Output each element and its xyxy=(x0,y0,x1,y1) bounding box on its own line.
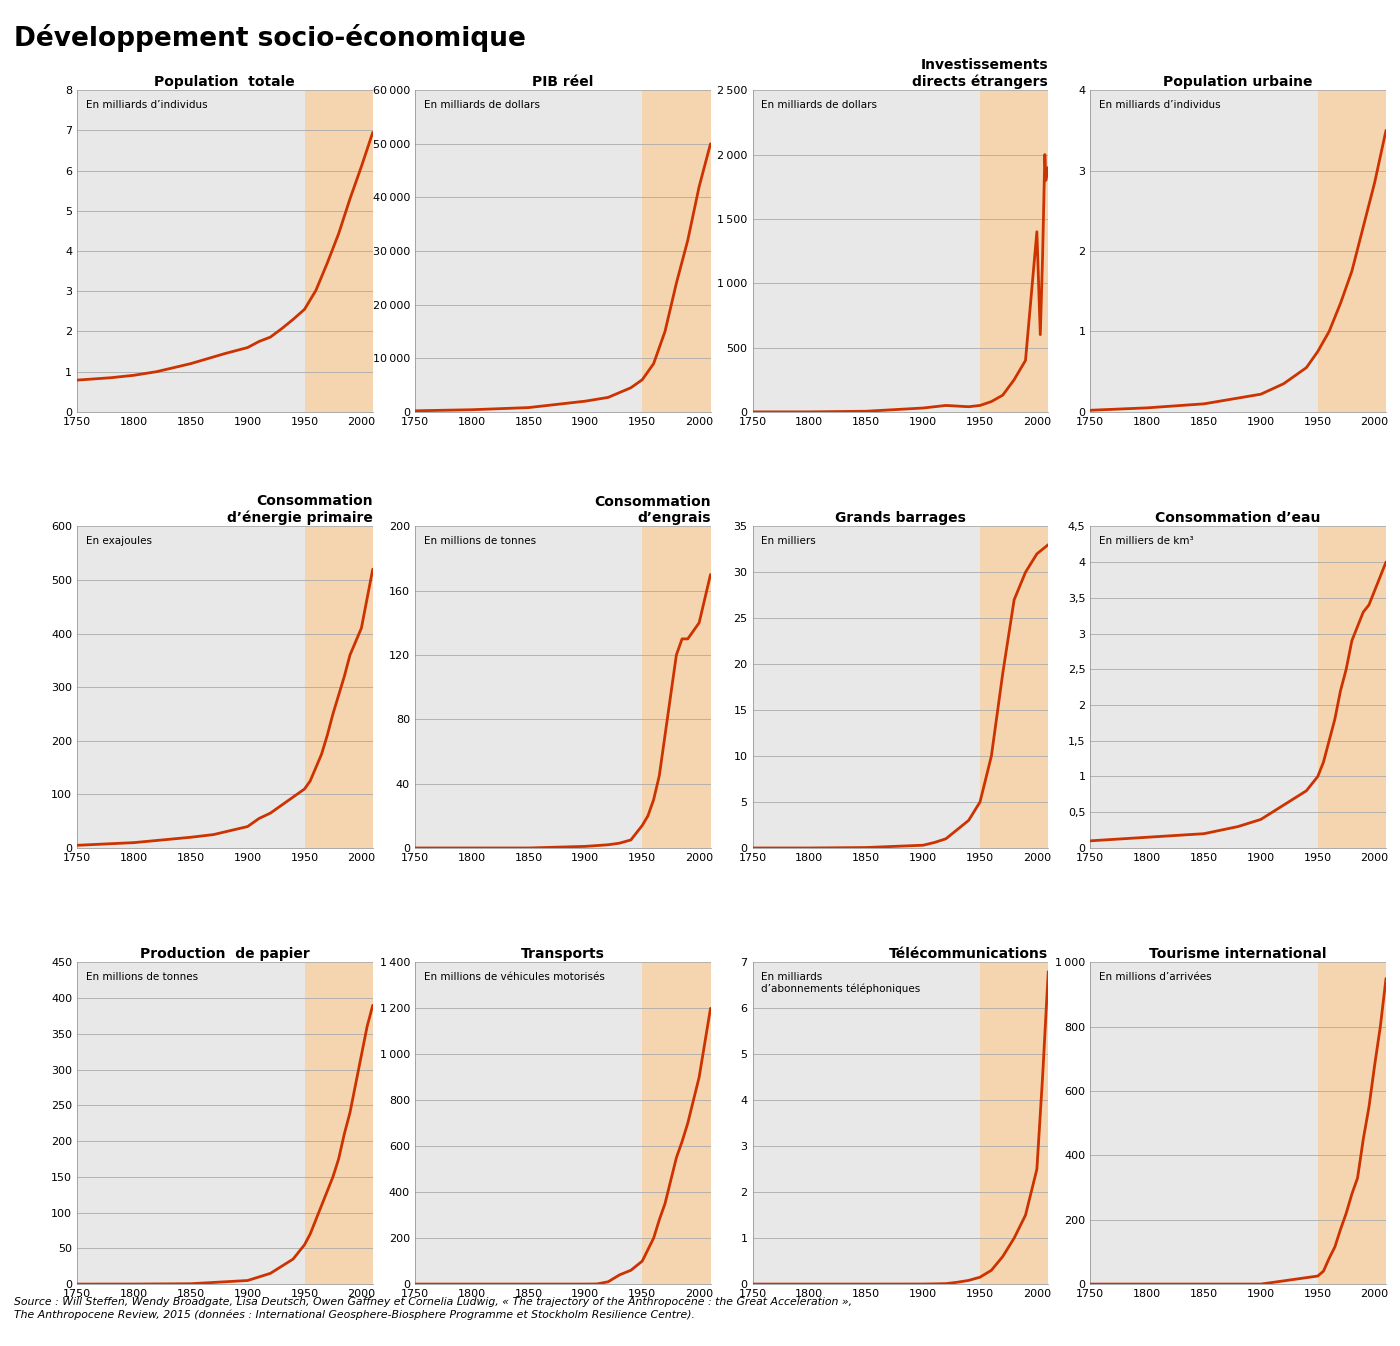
Text: En millions d’arrivées: En millions d’arrivées xyxy=(1099,972,1212,983)
Text: En milliards d’individus: En milliards d’individus xyxy=(85,100,207,110)
Bar xyxy=(1317,90,1400,412)
Title: Population urbaine: Population urbaine xyxy=(1163,75,1313,89)
Title: PIB réel: PIB réel xyxy=(532,75,594,89)
Text: En exajoules: En exajoules xyxy=(85,536,151,546)
Text: En milliards de dollars: En milliards de dollars xyxy=(424,100,539,110)
Bar xyxy=(1317,962,1400,1284)
Text: Télécommunications: Télécommunications xyxy=(889,948,1049,961)
Text: En millions de véhicules motorisés: En millions de véhicules motorisés xyxy=(424,972,605,983)
Text: En millions de tonnes: En millions de tonnes xyxy=(85,972,197,983)
Bar xyxy=(305,962,407,1284)
Text: En milliards
d’abonnements téléphoniques: En milliards d’abonnements téléphoniques xyxy=(762,972,921,995)
Title: Grands barrages: Grands barrages xyxy=(834,511,966,525)
Text: Consommation
d’engrais: Consommation d’engrais xyxy=(594,495,711,525)
Bar xyxy=(1317,526,1400,848)
Text: Source : Will Steffen, Wendy Broadgate, Lisa Deutsch, Owen Gaffney et Cornelia L: Source : Will Steffen, Wendy Broadgate, … xyxy=(14,1298,853,1319)
Text: Développement socio-économique: Développement socio-économique xyxy=(14,24,526,52)
Bar xyxy=(980,90,1082,412)
Title: Tourisme international: Tourisme international xyxy=(1149,948,1327,961)
Title: Population  totale: Population totale xyxy=(154,75,295,89)
Text: En milliers de km³: En milliers de km³ xyxy=(1099,536,1194,546)
Text: Investissements
directs étrangers: Investissements directs étrangers xyxy=(913,58,1049,89)
Bar xyxy=(643,526,745,848)
Title: Production  de papier: Production de papier xyxy=(140,948,309,961)
Title: Consommation d’eau: Consommation d’eau xyxy=(1155,511,1320,525)
Text: En milliers: En milliers xyxy=(762,536,816,546)
Title: Transports: Transports xyxy=(521,948,605,961)
Text: En milliards d’individus: En milliards d’individus xyxy=(1099,100,1221,110)
Text: En millions de tonnes: En millions de tonnes xyxy=(424,536,536,546)
Bar xyxy=(980,962,1082,1284)
Bar xyxy=(980,526,1082,848)
Bar xyxy=(305,90,407,412)
Bar xyxy=(643,962,745,1284)
Text: En milliards de dollars: En milliards de dollars xyxy=(762,100,878,110)
Bar xyxy=(643,90,745,412)
Text: Consommation
d’énergie primaire: Consommation d’énergie primaire xyxy=(227,494,372,525)
Bar xyxy=(305,526,407,848)
